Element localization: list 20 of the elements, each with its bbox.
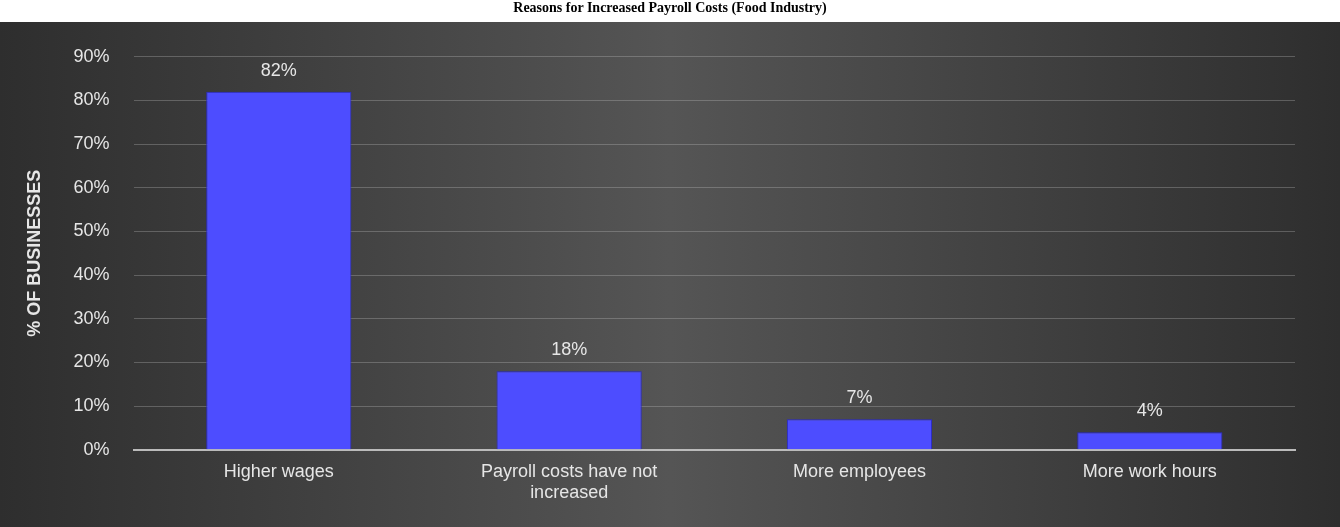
y-tick-label: 80% <box>73 89 110 110</box>
y-tick-label: 20% <box>73 351 110 372</box>
y-tick-label: 0% <box>83 438 110 459</box>
y-axis-title: % OF BUSINESSES <box>23 169 44 337</box>
data-label: 18% <box>551 339 588 360</box>
y-tick-label: 10% <box>73 395 110 416</box>
y-tick-label: 30% <box>73 307 110 328</box>
y-tick-label: 60% <box>73 176 110 197</box>
y-tick-label: 70% <box>73 133 110 154</box>
data-label: 7% <box>846 387 873 408</box>
x-tick-label: Payroll costs have not increased <box>481 460 658 503</box>
y-tick-label: 40% <box>73 264 110 285</box>
x-tick-label: More employees <box>792 460 927 481</box>
x-tick-label: More work hours <box>1082 460 1217 481</box>
y-tick-label: 90% <box>73 45 110 66</box>
data-label: 82% <box>260 59 297 80</box>
x-tick-label: Higher wages <box>223 460 334 481</box>
chart-title: Reasons for Increased Payroll Costs (Food Industry) <box>512 0 828 17</box>
data-label: 4% <box>1136 400 1163 421</box>
y-tick-label: 50% <box>73 220 110 241</box>
